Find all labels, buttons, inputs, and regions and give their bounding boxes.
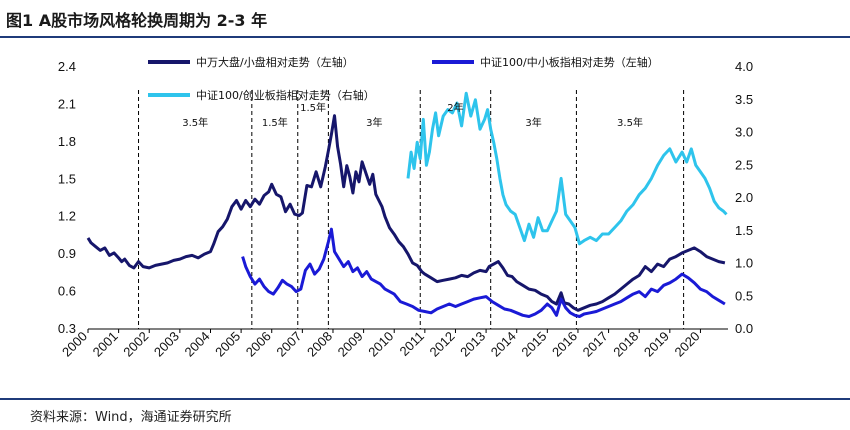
- source-bar: 资料来源：Wind，海通证券研究所: [0, 398, 850, 430]
- y-right-tick-label: 3.0: [735, 125, 753, 140]
- y-right-tick-label: 2.0: [735, 190, 753, 205]
- x-tick-label: 2017: [580, 329, 611, 360]
- x-tick-label: 2004: [182, 329, 213, 360]
- y-right-tick-label: 4.0: [735, 59, 753, 74]
- x-tick-label: 2009: [335, 329, 366, 360]
- cycle-period-label: 3.5年: [617, 116, 643, 129]
- legend-label-1: 中万大盘/小盘相对走势（左轴）: [196, 55, 354, 69]
- cycle-period-label: 2年: [447, 101, 463, 114]
- y-left-tick-label: 1.8: [58, 134, 76, 149]
- x-tick-label: 2018: [610, 329, 641, 360]
- series-line-3: [406, 91, 728, 246]
- x-tick-label: 2008: [304, 329, 335, 360]
- y-left-tick-label: 0.9: [58, 246, 76, 261]
- x-tick-label: 2012: [427, 329, 458, 360]
- x-tick-label: 2016: [549, 329, 580, 360]
- x-tick-label: 2020: [672, 329, 703, 360]
- x-tick-label: 2006: [243, 329, 274, 360]
- legend-label-3: 中证100/创业板指相对走势（右轴）: [196, 88, 375, 102]
- cycle-period-label: 3年: [366, 116, 382, 129]
- x-tick-label: 2010: [365, 329, 396, 360]
- y-left-tick-label: 1.5: [58, 171, 76, 186]
- y-right-tick-label: 3.5: [735, 92, 753, 107]
- source-note: 资料来源：Wind，海通证券研究所: [30, 410, 232, 425]
- chart-title: 图1 A股市场风格轮换周期为 2-3 年: [6, 11, 268, 30]
- y-right-tick-label: 0.0: [735, 321, 753, 336]
- x-tick-label: 2002: [120, 329, 151, 360]
- x-tick-label: 2013: [457, 329, 488, 360]
- title-bar: 图1 A股市场风格轮换周期为 2-3 年: [0, 0, 850, 38]
- x-tick-label: 2001: [90, 329, 121, 360]
- x-tick-label: 2014: [488, 329, 519, 360]
- y-left-tick-label: 2.4: [58, 59, 76, 74]
- cycle-period-label: 1.5年: [300, 101, 326, 114]
- y-right-tick-label: 2.5: [735, 157, 753, 172]
- y-left-tick-label: 1.2: [58, 209, 76, 224]
- x-tick-label: 2003: [151, 329, 182, 360]
- x-tick-label: 2019: [641, 329, 672, 360]
- y-right-tick-label: 1.5: [735, 223, 753, 238]
- cycle-period-label: 3年: [525, 116, 541, 129]
- cycle-period-label: 3.5年: [182, 116, 208, 129]
- x-tick-label: 2005: [212, 329, 243, 360]
- y-right-tick-label: 1.0: [735, 256, 753, 271]
- cycle-period-label: 1.5年: [262, 116, 288, 129]
- legend-label-2: 中证100/中小板指相对走势（左轴）: [480, 55, 659, 69]
- x-tick-label: 2015: [518, 329, 549, 360]
- x-tick-label: 2011: [397, 329, 427, 359]
- chart: 0.3 0.6 0.9 1.2 1.5 1.8 2.1 2.4 0.0 0.5 1.0 1.5 2.0 2…: [58, 55, 753, 360]
- y-left-tick-label: 2.1: [58, 96, 76, 111]
- y-left-tick-label: 0.3: [58, 321, 76, 336]
- y-right-tick-label: 0.5: [735, 288, 753, 303]
- x-tick-label: 2007: [273, 329, 304, 360]
- series-line-2: [241, 227, 726, 318]
- series-line-1: [86, 114, 726, 312]
- y-left-tick-label: 0.6: [58, 284, 76, 299]
